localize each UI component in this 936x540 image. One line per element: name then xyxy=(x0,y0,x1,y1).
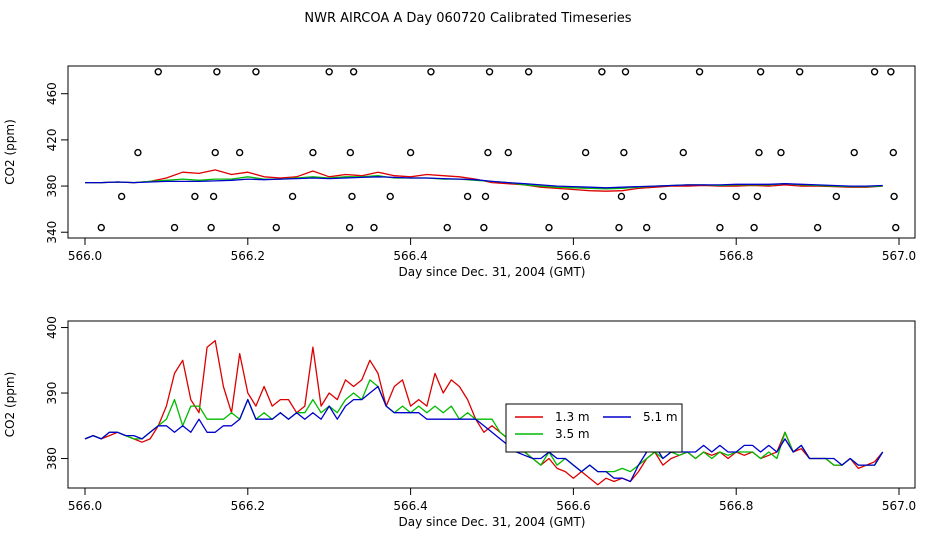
calibration-point xyxy=(191,192,199,201)
calibration-point xyxy=(889,148,898,157)
y-axis-label: CO2 (ppm) xyxy=(3,119,17,185)
calibration-point xyxy=(642,223,651,232)
x-tick-label: 566.6 xyxy=(556,499,590,513)
calibration-point xyxy=(732,192,740,201)
series-line-5-1-m xyxy=(85,176,883,189)
calibration-point xyxy=(892,223,900,232)
calibration-point xyxy=(485,68,494,76)
calibration-point xyxy=(170,223,179,232)
calibration-point xyxy=(753,192,762,201)
x-tick-label: 566.6 xyxy=(556,249,590,263)
calibration-point xyxy=(524,68,533,76)
x-axis-label: Day since Dec. 31, 2004 (GMT) xyxy=(399,515,586,529)
calibration-point xyxy=(348,192,356,201)
calibration-point xyxy=(890,192,898,201)
calibration-point xyxy=(97,223,105,232)
calibration-point xyxy=(620,148,628,157)
series-line-1-3-m xyxy=(84,339,884,486)
plot-frame xyxy=(67,65,916,239)
calibration-point xyxy=(777,148,785,157)
y-tick-label: 400 xyxy=(45,316,59,339)
y-tick-label: 340 xyxy=(45,221,59,244)
calibration-point xyxy=(370,223,378,232)
calibration-point xyxy=(346,148,355,157)
calibration-point xyxy=(813,223,822,232)
x-tick-label: 566.8 xyxy=(719,249,753,263)
x-tick-label: 566.2 xyxy=(231,249,265,263)
calibration-point xyxy=(561,192,569,201)
calibration-point xyxy=(887,68,895,76)
series-line-5-1-m xyxy=(84,385,884,483)
calibration-point xyxy=(406,148,415,157)
x-tick-label: 566.2 xyxy=(231,499,265,513)
calibration-point xyxy=(481,192,490,201)
calibration-point xyxy=(213,68,221,76)
calibration-point xyxy=(272,223,280,232)
calibration-point xyxy=(795,68,804,76)
series-line-3-5-m xyxy=(84,379,884,473)
calibration-point xyxy=(617,192,626,201)
x-axis-label: Day since Dec. 31, 2004 (GMT) xyxy=(399,265,586,279)
y-tick-label: 390 xyxy=(45,382,59,405)
calibration-point xyxy=(659,192,667,201)
calibration-point xyxy=(427,68,435,76)
calibration-point xyxy=(154,68,162,76)
calibration-point xyxy=(755,148,763,157)
y-tick-label: 460 xyxy=(45,82,59,105)
x-tick-label: 566.0 xyxy=(68,249,102,263)
y-tick-label: 420 xyxy=(45,128,59,151)
calibration-point xyxy=(756,68,765,76)
calibration-point xyxy=(463,192,472,201)
calibration-point xyxy=(345,223,354,232)
x-tick-label: 566.4 xyxy=(393,499,427,513)
calibration-point xyxy=(545,223,553,232)
calibration-point xyxy=(480,223,488,232)
figure-title: NWR AIRCOA A Day 060720 Calibrated Times… xyxy=(304,11,631,26)
calibration-point xyxy=(581,148,590,157)
calibration-point xyxy=(695,68,704,76)
x-tick-label: 566.4 xyxy=(393,249,427,263)
calibration-point xyxy=(870,68,879,76)
calibration-point xyxy=(134,148,142,157)
y-axis-label: CO2 (ppm) xyxy=(3,372,17,438)
x-tick-label: 566.0 xyxy=(68,499,102,513)
x-tick-label: 566.8 xyxy=(719,499,753,513)
calibration-point xyxy=(207,223,215,232)
y-tick-label: 380 xyxy=(45,175,59,198)
calibration-point xyxy=(750,223,758,232)
calibration-point xyxy=(679,148,687,157)
calibration-point xyxy=(832,192,841,201)
calibration-point xyxy=(443,223,451,232)
top-panel-co2-timeseries: 566.0 566.2 566.4 566.6 566.8 567.0 340 380 420 4… xyxy=(3,65,916,279)
calibration-point xyxy=(850,148,858,157)
calibration-point xyxy=(235,148,244,157)
calibration-point xyxy=(288,192,297,201)
calibration-point xyxy=(484,148,492,157)
x-tick-label: 567.0 xyxy=(882,499,916,513)
x-tick-label: 567.0 xyxy=(882,249,916,263)
legend-box xyxy=(505,403,683,453)
legend: 1.3 m 5.1 m 3.5 m xyxy=(505,403,683,453)
calibration-point xyxy=(504,148,512,157)
calibration-point xyxy=(209,192,218,201)
calibration-point xyxy=(211,148,219,157)
calibration-point xyxy=(309,148,317,157)
calibration-point xyxy=(349,68,358,76)
calibration-point xyxy=(598,68,606,76)
calibration-point xyxy=(621,68,630,76)
series-line-3-5-m xyxy=(85,175,883,190)
calibration-point xyxy=(716,223,724,232)
calibration-point xyxy=(117,192,126,201)
calibration-point xyxy=(386,192,394,201)
plot-frame xyxy=(67,320,916,489)
legend-label: 1.3 m xyxy=(555,410,590,424)
legend-label: 3.5 m xyxy=(555,427,590,441)
bottom-panel-co2-timeseries: 566.0 566.2 566.4 566.6 566.8 567.0 380 390 400 D… xyxy=(3,316,916,529)
calibration-point xyxy=(252,68,260,76)
legend-label: 5.1 m xyxy=(643,410,678,424)
calibration-point xyxy=(325,68,333,76)
calibration-point xyxy=(615,223,623,232)
y-tick-label: 380 xyxy=(45,447,59,470)
